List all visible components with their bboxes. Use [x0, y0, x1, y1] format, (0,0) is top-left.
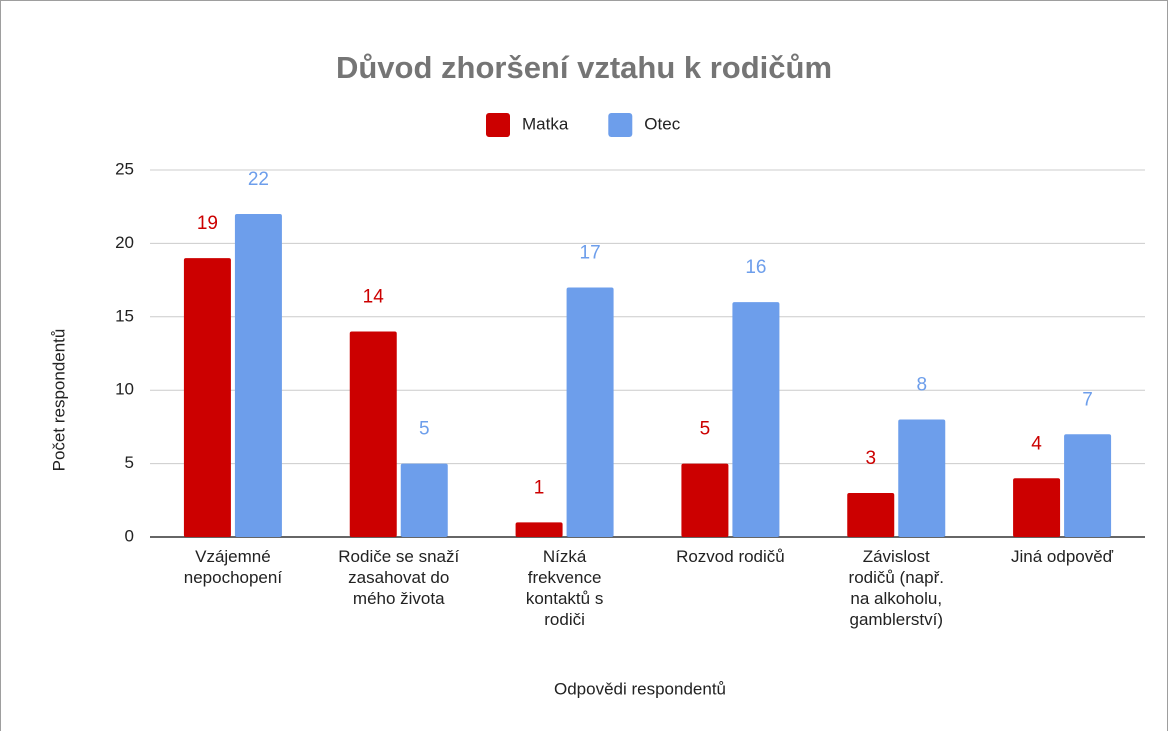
data-label: 3 — [865, 448, 876, 469]
y-tick-label: 0 — [125, 526, 134, 545]
bar — [681, 463, 729, 537]
x-axis-label: Odpovědi respondentů — [554, 679, 726, 698]
y-tick-label: 5 — [125, 453, 134, 472]
legend-swatch — [608, 113, 633, 137]
y-tick-label: 20 — [115, 233, 134, 252]
chart-title: Důvod zhoršení vztahu k rodičům — [336, 50, 832, 85]
bar — [732, 302, 780, 537]
bar — [898, 419, 946, 537]
data-label: 1 — [534, 477, 545, 498]
data-label: 14 — [363, 286, 385, 307]
y-tick-label: 15 — [115, 306, 134, 325]
bar — [234, 214, 282, 538]
data-label: 16 — [745, 257, 766, 278]
bar — [847, 492, 895, 537]
data-label: 17 — [580, 242, 601, 263]
bar — [349, 331, 397, 537]
x-tick-label: Jiná odpověď — [1011, 547, 1114, 566]
x-tick-label: Závislost rodičů (např. na alkoholu, gamble… — [849, 547, 944, 629]
data-label: 19 — [197, 213, 218, 234]
legend-swatch — [486, 113, 510, 137]
legend-label: Matka — [522, 114, 569, 133]
data-label: 8 — [916, 375, 927, 396]
bar — [1064, 434, 1112, 537]
data-label: 5 — [419, 419, 430, 440]
bar — [183, 258, 231, 537]
bar — [1013, 478, 1061, 537]
x-tick-label: Rozvod rodičů — [676, 547, 785, 566]
legend-label: Otec — [644, 114, 680, 133]
data-label: 5 — [700, 419, 711, 440]
y-tick-label: 25 — [115, 159, 134, 178]
bar — [566, 287, 614, 537]
y-tick-label: 10 — [115, 380, 134, 399]
data-label: 4 — [1031, 433, 1042, 454]
data-label: 7 — [1082, 389, 1093, 410]
data-label: 22 — [248, 169, 269, 190]
bar — [400, 463, 448, 537]
bar — [515, 522, 563, 537]
x-tick-label: Vzájemné nepochopení — [184, 547, 283, 587]
y-axis-label: Počet respondentů — [49, 329, 68, 472]
x-tick-label: Rodiče se snaží zasahovat do mého života — [338, 547, 459, 608]
x-tick-label: Nízká frekvence kontaktů s rodiči — [526, 547, 604, 629]
